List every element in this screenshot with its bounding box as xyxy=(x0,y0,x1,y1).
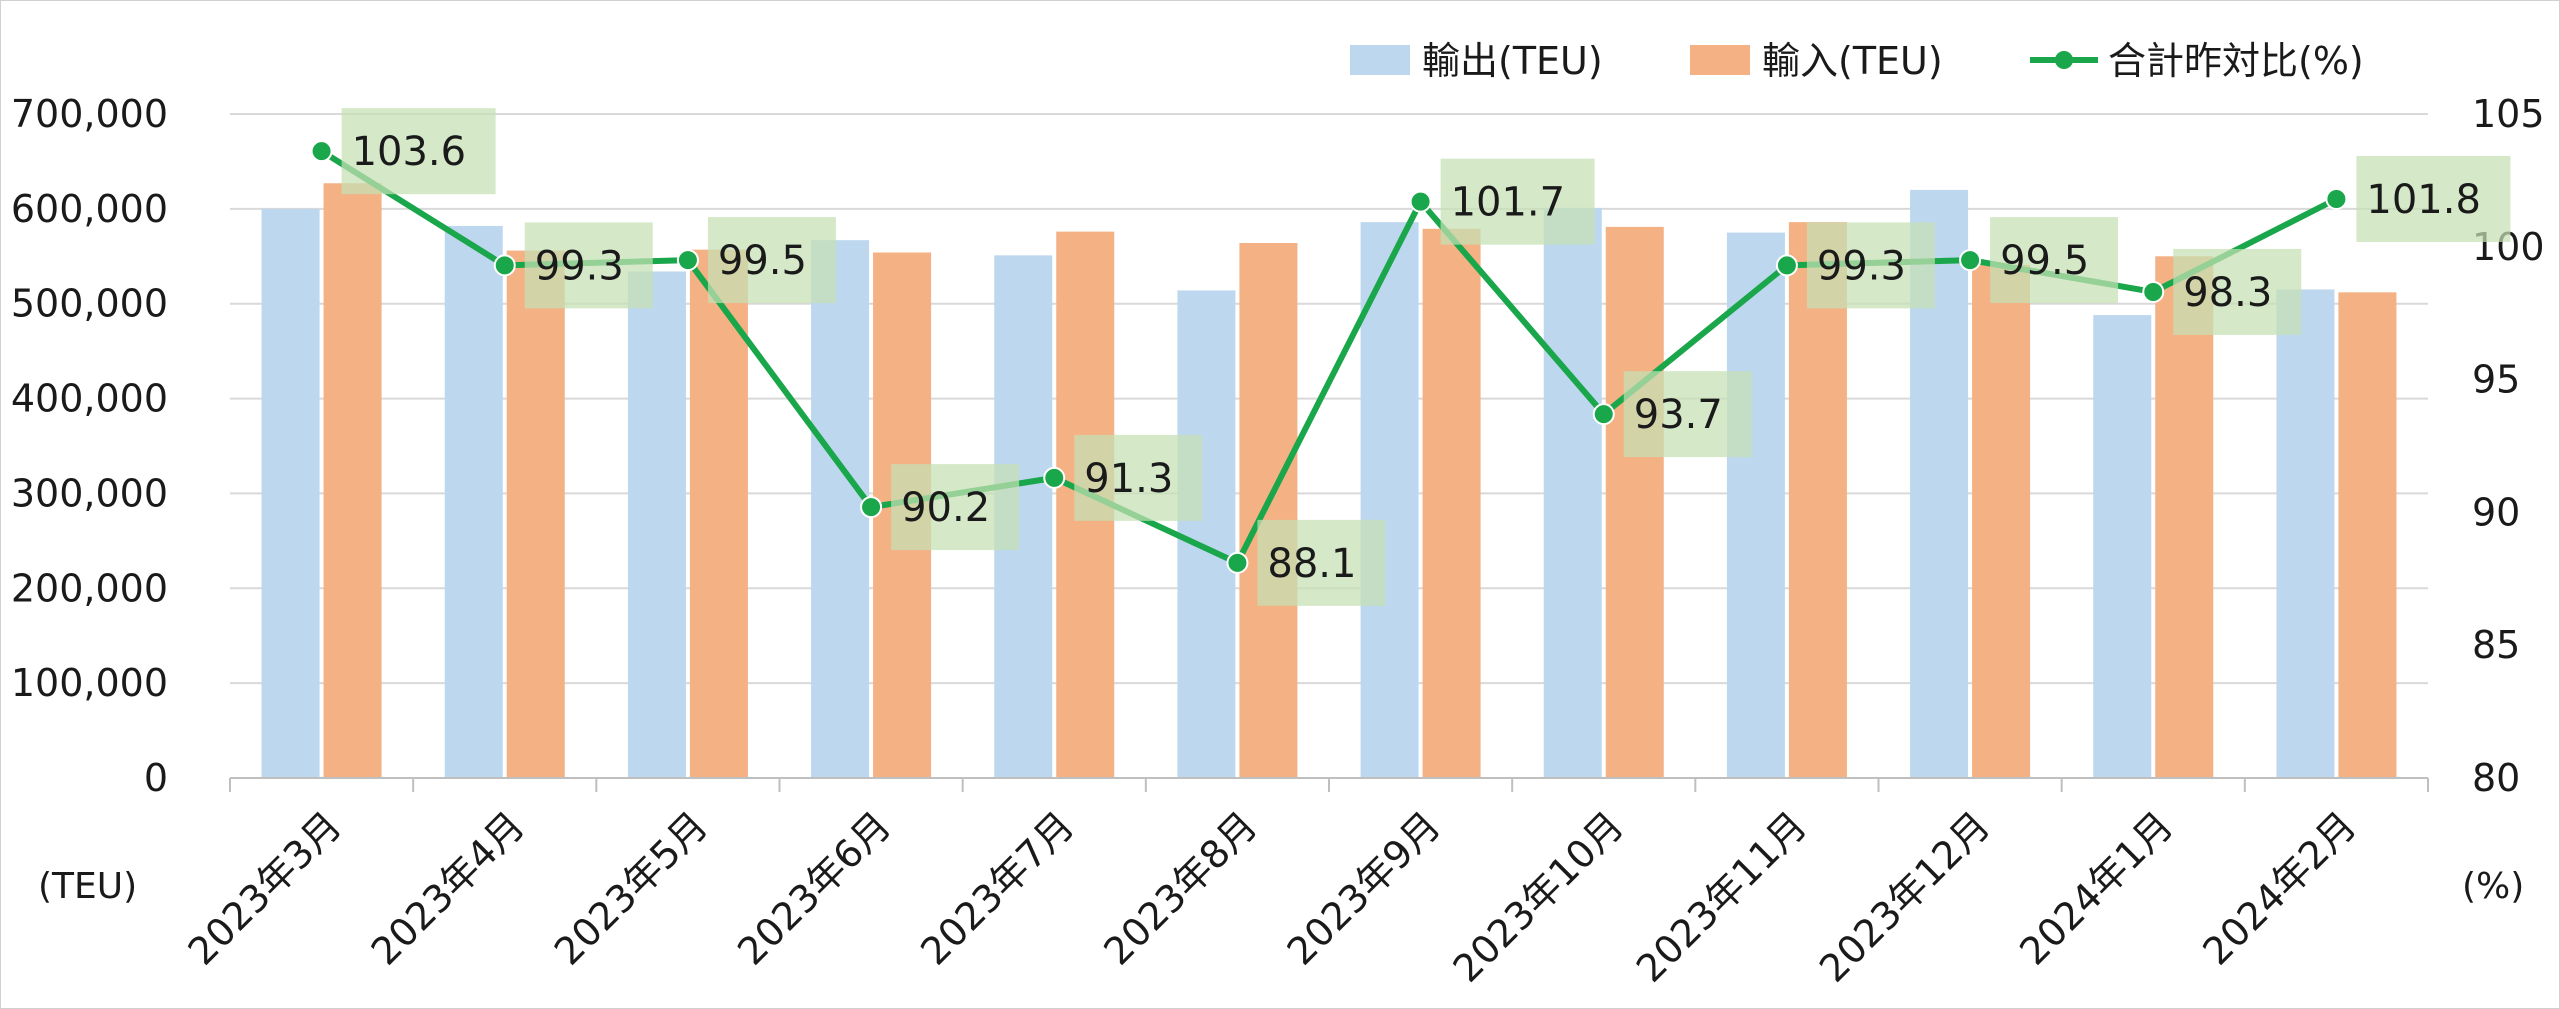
bar-export xyxy=(261,208,320,778)
data-label: 99.3 xyxy=(535,243,624,289)
data-label-box xyxy=(1623,371,1752,458)
ratio-marker xyxy=(1043,466,1066,489)
bar-export xyxy=(444,225,503,779)
data-label-box xyxy=(2173,248,2302,335)
x-tick-label: 2024年1月 xyxy=(2011,803,2181,973)
legend-swatch xyxy=(1690,45,1750,75)
bar-export xyxy=(2276,289,2335,778)
data-label-box xyxy=(1440,158,1595,245)
ratio-polyline xyxy=(319,148,2338,566)
bar-export xyxy=(1177,290,1236,778)
ratio-marker xyxy=(1226,551,1249,574)
data-label-box xyxy=(1990,217,2119,304)
ratio-marker xyxy=(1409,190,1432,213)
legend-label: 輸入(TEU) xyxy=(1762,39,1943,83)
x-tick-label: 2023年8月 xyxy=(1095,803,1265,973)
data-label: 93.7 xyxy=(1634,392,1723,438)
bar-import xyxy=(1239,243,1298,778)
ratio-marker xyxy=(1775,254,1798,277)
bar-export xyxy=(811,240,870,778)
ratio-marker xyxy=(1592,403,1615,426)
y-tick-label: 400,000 xyxy=(11,377,168,421)
data-label-box xyxy=(1257,519,1386,606)
x-tick-label: 2023年12月 xyxy=(1811,803,1998,990)
data-label: 90.2 xyxy=(901,485,990,531)
x-tick-label: 2023年11月 xyxy=(1628,803,1815,990)
data-labels: 103.6 99.3 99.5 90.2 91.3 88.1 101.7 93.7 99.3 99… xyxy=(341,108,2511,606)
data-label: 98.3 xyxy=(2183,270,2272,316)
y2-tick-label: 95 xyxy=(2472,358,2520,402)
y-tick-label: 200,000 xyxy=(11,566,168,610)
y-tick-label: 100,000 xyxy=(11,661,168,705)
x-tick-label: 2023年9月 xyxy=(1279,803,1449,973)
y-tick-label: 300,000 xyxy=(11,471,168,515)
x-tick-label: 2023年3月 xyxy=(180,803,350,973)
ratio-marker xyxy=(2325,187,2348,210)
ratio-marker xyxy=(1959,249,1982,272)
bar-import xyxy=(1605,226,1664,778)
y2-tick-label: 80 xyxy=(2472,756,2520,800)
bar-export xyxy=(1726,232,1785,779)
bar-export xyxy=(1360,222,1419,778)
data-label: 91.3 xyxy=(1084,456,1173,502)
bar-export xyxy=(627,271,686,778)
left-axis-unit: (TEU) xyxy=(38,866,137,907)
ratio-marker xyxy=(676,249,699,272)
ratio-line xyxy=(310,140,2348,574)
ratio-marker xyxy=(310,140,333,163)
bar-import xyxy=(689,249,748,778)
data-label: 88.1 xyxy=(1267,541,1356,587)
ratio-marker xyxy=(2142,280,2165,303)
right-axis-unit: (%) xyxy=(2462,866,2524,907)
data-label-box xyxy=(891,464,1020,551)
data-label-box xyxy=(1806,222,1935,309)
data-label-box xyxy=(2356,155,2511,242)
data-label: 103.6 xyxy=(352,129,467,175)
bar-import xyxy=(2155,256,2214,778)
bar-import xyxy=(323,183,382,778)
bar-import xyxy=(1422,228,1481,778)
ratio-marker xyxy=(493,254,516,277)
bar-import xyxy=(1972,264,2031,778)
y2-tick-label: 85 xyxy=(2472,623,2520,667)
data-label-box xyxy=(707,217,836,304)
ratio-marker xyxy=(860,496,883,519)
legend-marker xyxy=(2055,51,2073,69)
y2-tick-label: 105 xyxy=(2472,92,2545,136)
bar-import xyxy=(2338,292,2397,778)
data-label: 101.8 xyxy=(2366,177,2481,223)
y-tick-label: 700,000 xyxy=(11,92,168,136)
bar-import xyxy=(1788,222,1847,778)
legend-swatch xyxy=(1350,45,1410,75)
data-label-box xyxy=(1074,434,1203,521)
x-tick-label: 2023年4月 xyxy=(363,803,533,973)
bar-export xyxy=(2093,315,2152,778)
bar-export xyxy=(1543,207,1602,778)
legend-label: 輸出(TEU) xyxy=(1422,39,1603,83)
y-tick-label: 0 xyxy=(144,756,168,800)
bars xyxy=(261,183,2397,779)
data-label-box xyxy=(524,222,653,309)
legend: 輸出(TEU) 輸入(TEU) 合計昨対比(%) xyxy=(1350,39,2364,83)
data-label: 99.3 xyxy=(1817,243,1906,289)
data-label: 99.5 xyxy=(2000,238,2089,284)
y2-tick-label: 90 xyxy=(2472,490,2520,534)
x-tick-label: 2023年7月 xyxy=(912,803,1082,973)
legend-label: 合計昨対比(%) xyxy=(2108,39,2364,83)
y-tick-label: 500,000 xyxy=(11,282,168,326)
y-tick-label: 600,000 xyxy=(11,187,168,231)
bar-import xyxy=(506,250,565,778)
x-tick-label: 2023年6月 xyxy=(729,803,899,973)
data-label: 101.7 xyxy=(1451,180,1566,226)
x-tick-label: 2023年5月 xyxy=(546,803,716,973)
data-label: 99.5 xyxy=(718,238,807,284)
x-tick-label: 2023年10月 xyxy=(1445,803,1632,990)
x-tick-label: 2024年2月 xyxy=(2194,803,2364,973)
data-label-box xyxy=(341,108,496,195)
